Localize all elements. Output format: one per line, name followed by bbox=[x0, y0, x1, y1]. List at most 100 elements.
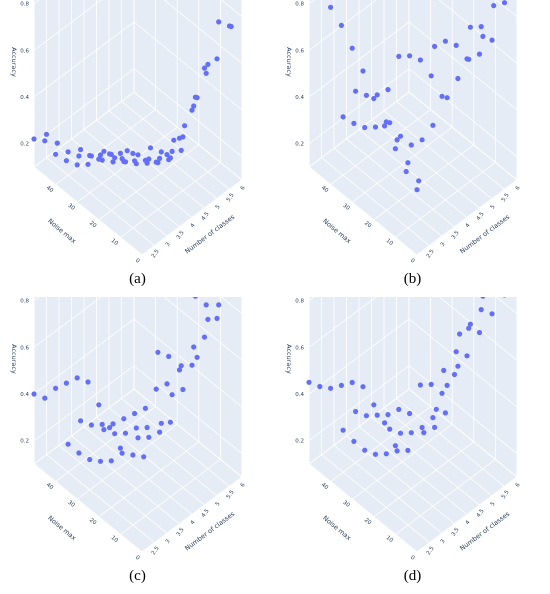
data-point bbox=[43, 131, 50, 137]
y-tick-label: 20 bbox=[363, 517, 373, 526]
y-gridline bbox=[351, 297, 453, 500]
x-tick-label: 2.5 bbox=[426, 545, 436, 556]
data-point bbox=[130, 452, 136, 458]
data-point bbox=[455, 363, 461, 369]
y-gridline bbox=[55, 0, 157, 185]
data-point bbox=[147, 145, 154, 151]
data-point bbox=[65, 149, 71, 155]
data-point bbox=[396, 53, 402, 60]
y-tick-label: 30 bbox=[66, 500, 76, 509]
z-tick-label: 0.6 bbox=[295, 48, 304, 54]
x-tick-label: 2.5 bbox=[151, 248, 161, 259]
y-tick-label: 0 bbox=[409, 258, 416, 265]
data-point bbox=[392, 443, 398, 449]
z-axis-title: Accuracy bbox=[10, 47, 18, 77]
x-tick-label: 5.5 bbox=[501, 489, 511, 500]
data-point bbox=[169, 148, 175, 154]
data-point bbox=[444, 382, 450, 388]
x-gridline bbox=[408, 297, 518, 478]
data-point bbox=[340, 114, 346, 120]
x-gridline bbox=[83, 0, 193, 218]
data-point bbox=[428, 73, 434, 79]
data-point bbox=[385, 412, 391, 418]
data-point bbox=[31, 136, 37, 142]
z-tick-label: 0.8 bbox=[20, 299, 29, 305]
data-point bbox=[216, 19, 222, 25]
data-point bbox=[442, 410, 448, 416]
data-point bbox=[108, 458, 114, 464]
data-point bbox=[119, 156, 125, 162]
data-point bbox=[467, 321, 473, 327]
scatter3d-plot-c: 0.20.40.60.814030201002.533.544.555.56Ac… bbox=[10, 297, 247, 562]
x-axis-title: Number of classes bbox=[458, 510, 511, 553]
z-tick-label: 0.2 bbox=[295, 142, 304, 148]
data-point bbox=[353, 408, 359, 415]
data-point bbox=[166, 157, 172, 163]
data-point bbox=[416, 178, 422, 184]
x-gridline bbox=[108, 297, 218, 497]
data-point bbox=[180, 386, 186, 393]
data-point bbox=[142, 405, 148, 411]
data-point bbox=[417, 382, 423, 388]
x-gridline bbox=[96, 0, 205, 209]
caption-a: (a) bbox=[129, 271, 146, 287]
data-point bbox=[457, 331, 463, 337]
data-point bbox=[133, 425, 139, 431]
x-gridline bbox=[108, 0, 218, 200]
data-point bbox=[178, 147, 184, 153]
y-tick-label: 10 bbox=[110, 238, 120, 247]
panel-d: 0.20.40.60.814030201002.533.544.555.56Ac… bbox=[275, 297, 550, 594]
data-point bbox=[142, 157, 148, 163]
data-point bbox=[362, 447, 368, 453]
data-point bbox=[383, 119, 389, 125]
z-tick-label: 0.4 bbox=[295, 95, 304, 101]
data-point bbox=[214, 315, 220, 321]
z-tick-label: 0.2 bbox=[295, 439, 304, 445]
x-gridline bbox=[83, 297, 193, 515]
data-point bbox=[53, 151, 59, 157]
data-point bbox=[360, 384, 366, 390]
data-point bbox=[466, 325, 472, 331]
y-gridline bbox=[330, 0, 432, 185]
y-gridline bbox=[98, 297, 200, 518]
panel-c: 0.20.40.60.814030201002.533.544.555.56Ac… bbox=[0, 297, 275, 594]
x-tick-label: 6 bbox=[515, 185, 522, 192]
data-point bbox=[87, 456, 93, 463]
data-point bbox=[203, 70, 209, 76]
data-point bbox=[88, 422, 94, 428]
data-point bbox=[489, 311, 495, 317]
data-point bbox=[417, 57, 423, 63]
scatter3d-plot-a: 0.20.40.60.814030201002.533.544.555.56Ac… bbox=[10, 0, 247, 265]
data-point bbox=[439, 93, 445, 99]
y-axis-title: Noise max bbox=[321, 514, 353, 542]
data-point bbox=[363, 92, 369, 98]
x-gridline bbox=[133, 0, 243, 181]
data-point bbox=[192, 94, 198, 100]
data-point bbox=[164, 381, 170, 387]
x-gridline bbox=[46, 0, 155, 246]
y-tick-label: 40 bbox=[320, 185, 330, 194]
data-point bbox=[382, 123, 388, 129]
data-point bbox=[101, 427, 107, 433]
data-point bbox=[132, 410, 138, 417]
x-axis-title: Number of classes bbox=[183, 213, 236, 256]
y-gridline bbox=[76, 0, 178, 203]
data-point bbox=[42, 138, 48, 144]
y-tick-label: 10 bbox=[110, 535, 120, 544]
scatter3d-plot-b: 0.20.40.60.814030201002.533.544.555.56Ac… bbox=[285, 0, 522, 265]
y-gridline bbox=[395, 0, 496, 238]
x-tick-label: 6 bbox=[515, 482, 522, 489]
data-point bbox=[97, 458, 104, 464]
data-point bbox=[351, 438, 357, 444]
data-point bbox=[121, 416, 127, 422]
data-point bbox=[480, 33, 486, 40]
y-gridline bbox=[120, 297, 221, 535]
data-point bbox=[428, 381, 434, 387]
z-tick-label: 0.6 bbox=[295, 345, 304, 351]
z-gridline bbox=[33, 297, 243, 361]
data-point bbox=[489, 37, 495, 43]
data-point bbox=[374, 92, 380, 98]
y-gridline bbox=[141, 297, 243, 553]
x-gridline bbox=[58, 297, 168, 534]
data-point bbox=[478, 24, 484, 30]
